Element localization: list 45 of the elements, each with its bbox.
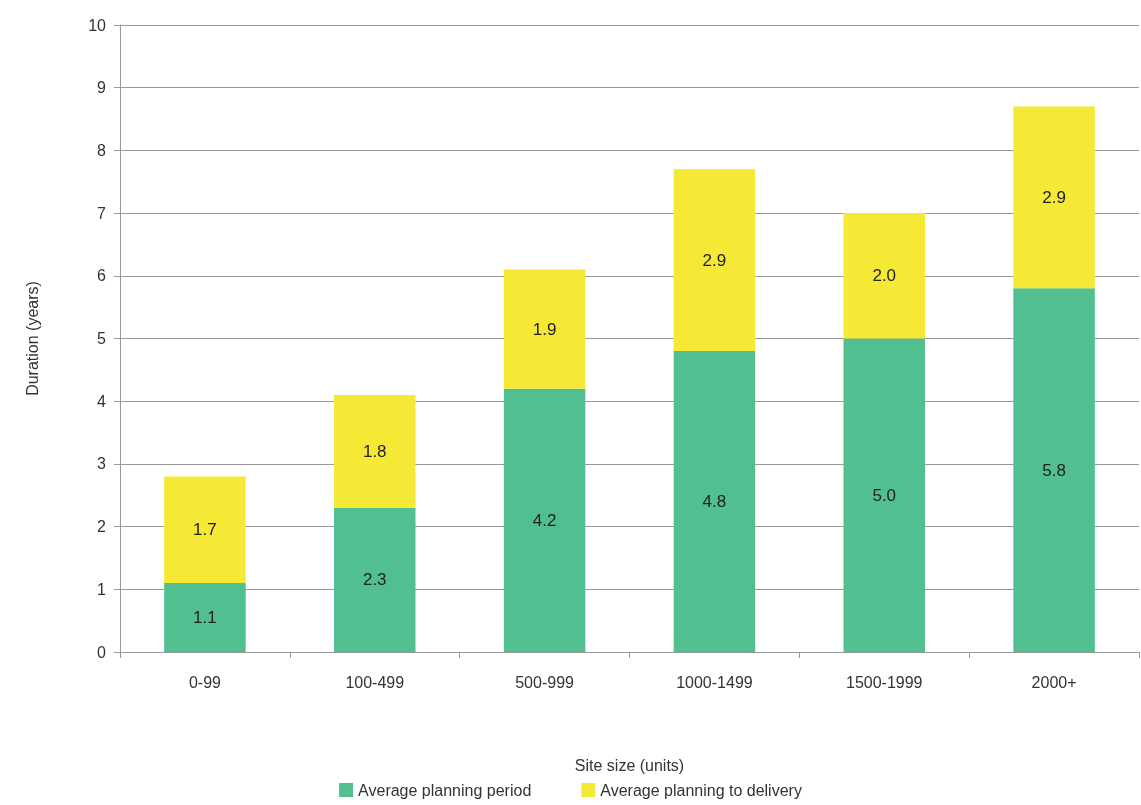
data-label: 1.7 (193, 520, 217, 540)
y-tick-label: 1 (97, 580, 107, 598)
data-label: 4.8 (702, 492, 727, 512)
data-label: 1.1 (193, 608, 217, 628)
y-tick-label: 3 (97, 455, 107, 473)
y-axis-title: Duration (years) (23, 281, 41, 396)
data-label: 2.3 (362, 570, 387, 590)
bar (843, 338, 926, 652)
bar (333, 394, 416, 508)
x-tick-label: 500-999 (515, 673, 575, 691)
y-tick-label: 4 (97, 392, 107, 410)
bar (333, 507, 416, 652)
y-tick-label: 9 (97, 79, 107, 97)
data-label: 5.0 (872, 485, 897, 505)
y-tick-label: 6 (97, 267, 107, 285)
bar (1013, 106, 1095, 289)
x-tick-label: 0-99 (188, 673, 222, 691)
data-label: 5.8 (1042, 460, 1066, 480)
data-label: 4.2 (532, 510, 557, 530)
data-label: 2.9 (1042, 187, 1066, 207)
y-tick-label: 5 (97, 330, 107, 347)
y-tick-label: 0 (97, 643, 107, 661)
x-tick-label: 1500-1999 (845, 673, 923, 691)
x-tick-label: 1000-1499 (676, 673, 753, 691)
bar (164, 583, 246, 652)
bar (1013, 288, 1095, 652)
data-label: 2.9 (702, 250, 727, 270)
bar (503, 388, 586, 652)
x-tick-label: 100-499 (345, 673, 405, 691)
bar (164, 476, 246, 584)
bar (843, 213, 926, 339)
data-label: 1.8 (362, 441, 387, 461)
data-label: 1.9 (532, 319, 557, 339)
legend-label: Average planning to delivery (600, 781, 802, 799)
data-label: 2.0 (872, 266, 897, 286)
x-tick-label: 2000+ (1031, 673, 1077, 691)
y-tick-label: 10 (88, 16, 107, 34)
y-tick-label: 2 (97, 518, 107, 536)
bar (673, 169, 756, 352)
bar (673, 351, 756, 652)
y-tick-label: 8 (97, 141, 107, 159)
bar (503, 269, 586, 389)
x-axis-title: Site size (units) (574, 756, 685, 774)
legend-label: Average planning period (358, 781, 532, 799)
y-tick-label: 7 (97, 204, 107, 222)
